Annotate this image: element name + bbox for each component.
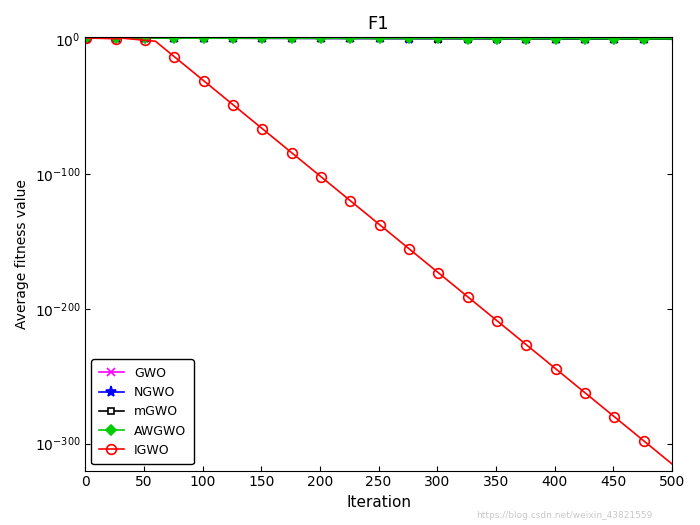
mGWO <box>85 35 93 41</box>
GWO <box>654 36 663 42</box>
AWGWO <box>432 35 440 41</box>
Line: GWO: GWO <box>82 34 676 43</box>
GWO <box>432 35 440 41</box>
GWO <box>365 35 373 41</box>
Legend: GWO, NGWO, mGWO, AWGWO, IGWO: GWO, NGWO, mGWO, AWGWO, IGWO <box>92 359 194 464</box>
GWO <box>668 36 676 42</box>
AWGWO <box>82 35 90 41</box>
GWO <box>361 35 370 41</box>
AWGWO <box>668 36 676 42</box>
NGWO <box>361 35 370 41</box>
Line: AWGWO: AWGWO <box>83 34 676 43</box>
AWGWO <box>400 35 409 41</box>
GWO <box>82 35 90 41</box>
NGWO <box>85 35 93 41</box>
mGWO <box>400 35 409 41</box>
GWO <box>400 35 409 41</box>
X-axis label: Iteration: Iteration <box>346 495 411 510</box>
mGWO <box>654 36 663 42</box>
mGWO <box>564 36 572 42</box>
IGWO <box>399 241 407 247</box>
AWGWO <box>365 35 373 41</box>
NGWO <box>365 35 373 41</box>
mGWO <box>82 35 90 41</box>
mGWO <box>432 35 440 41</box>
IGWO <box>654 449 662 456</box>
Line: NGWO: NGWO <box>80 33 678 45</box>
IGWO <box>364 212 372 218</box>
GWO <box>87 35 95 41</box>
NGWO <box>432 35 440 41</box>
AWGWO <box>113 35 121 41</box>
mGWO <box>361 35 370 41</box>
mGWO <box>365 35 373 41</box>
AWGWO <box>564 35 572 41</box>
IGWO <box>668 461 676 467</box>
mGWO <box>668 36 676 42</box>
IGWO <box>82 35 90 41</box>
NGWO <box>668 36 676 42</box>
NGWO <box>564 36 572 42</box>
IGWO <box>562 374 570 381</box>
AWGWO <box>361 35 370 41</box>
Line: mGWO: mGWO <box>83 35 676 43</box>
NGWO <box>400 35 409 41</box>
AWGWO <box>654 36 663 42</box>
Text: https://blog.csdn.net/weixin_43821559: https://blog.csdn.net/weixin_43821559 <box>476 511 652 520</box>
Y-axis label: Average fitness value: Average fitness value <box>15 179 29 329</box>
GWO <box>564 36 572 42</box>
Line: IGWO: IGWO <box>81 33 677 469</box>
Title: F1: F1 <box>368 15 389 33</box>
NGWO <box>82 35 90 41</box>
IGWO <box>430 267 439 273</box>
IGWO <box>360 209 369 215</box>
NGWO <box>654 36 663 42</box>
